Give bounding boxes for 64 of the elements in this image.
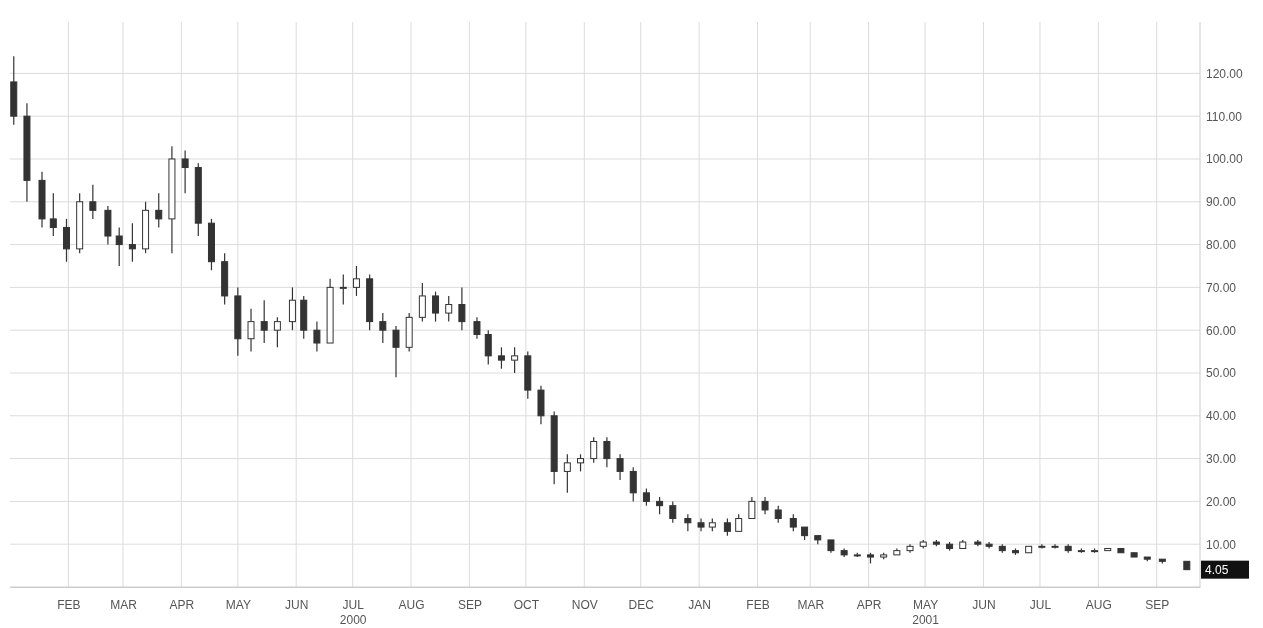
x-tick-label: MAR (110, 598, 138, 612)
candlestick (432, 291, 440, 323)
candlestick (339, 273, 347, 306)
candlestick (273, 316, 281, 348)
candlestick (247, 308, 255, 353)
candlestick (128, 222, 136, 263)
y-tick-label: 80.00 (1206, 237, 1237, 252)
x-tick-label: JUL 2000 (339, 598, 367, 627)
candlestick (484, 329, 492, 366)
x-tick-label: JUN (972, 598, 996, 612)
x-tick-label: JUN (285, 598, 309, 612)
candlestick (115, 226, 123, 267)
annotation: 4.05 (1205, 562, 1229, 577)
candlestick (49, 192, 57, 237)
x-tick-label: AUG (398, 598, 425, 612)
candlestick (62, 218, 70, 263)
candlestick (511, 346, 519, 374)
y-tick-label: 20.00 (1206, 494, 1237, 509)
x-tick-label: APR (856, 598, 882, 612)
x-tick-label: MAY (225, 598, 251, 612)
y-tick-label: 10.00 (1206, 537, 1237, 552)
x-tick-label: APR (169, 598, 195, 612)
candlestick (445, 295, 453, 323)
x-tick-label: FEB (57, 598, 81, 612)
candlestick (629, 466, 637, 502)
y-tick-label: 120.00 (1206, 66, 1244, 81)
x-tick-label: JAN (688, 598, 711, 612)
candlestick (418, 282, 426, 323)
y-tick-label: 30.00 (1206, 451, 1237, 466)
candlestick (288, 286, 296, 331)
candlestick (458, 286, 466, 331)
y-tick-label: 100.00 (1206, 152, 1244, 167)
x-tick-label: FEB (746, 598, 770, 612)
x-tick-label: AUG (1085, 598, 1112, 612)
candlestick (260, 299, 268, 344)
candlestick (89, 184, 97, 220)
x-tick-label: SEP (1145, 598, 1170, 612)
candlestick (616, 453, 624, 481)
candlestick (155, 192, 163, 229)
candlestick (181, 149, 189, 194)
x-tick-label: MAR (797, 598, 825, 612)
y-tick-label: 70.00 (1206, 280, 1237, 295)
x-tick-label: OCT (513, 598, 540, 612)
candlestick (497, 346, 505, 370)
x-tick-label: SEP (457, 598, 482, 612)
candlestick (392, 325, 400, 378)
y-tick-label: 90.00 (1206, 195, 1237, 210)
candlestick (748, 496, 756, 520)
x-tick-label: DEC (628, 598, 655, 612)
candlestick (352, 265, 360, 297)
candlestick (669, 500, 677, 524)
candlestick (603, 436, 611, 468)
candlestick (590, 436, 598, 464)
candlestick (473, 316, 481, 340)
candlestick (313, 321, 321, 353)
candlestick (563, 453, 571, 494)
x-tick-label: NOV (571, 598, 598, 612)
x-tick-label: MAY 2001 (912, 598, 940, 627)
y-tick-label: 40.00 (1206, 409, 1237, 424)
y-tick-label: 50.00 (1206, 366, 1237, 381)
x-tick-label: JUL (1029, 598, 1052, 612)
candlestick (379, 312, 387, 344)
y-tick-label: 110.00 (1206, 109, 1243, 124)
y-tick-label: 60.00 (1206, 323, 1237, 338)
